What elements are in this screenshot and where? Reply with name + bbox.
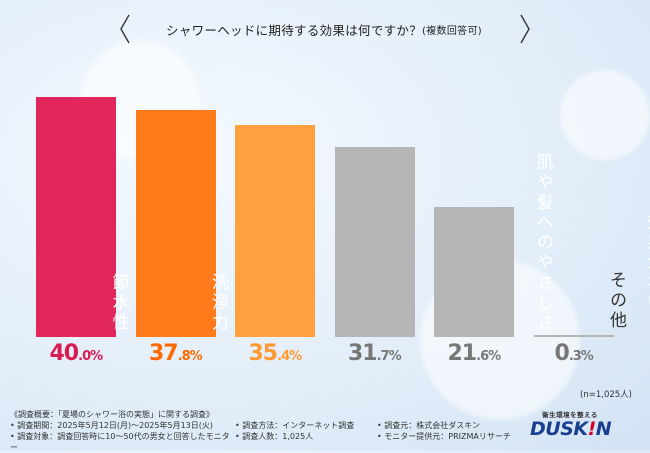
title-bracket-right: [520, 14, 530, 44]
value-label: 31.7%: [348, 341, 402, 366]
survey-period: • 調査期間：2025年5月12日(月)〜2025年5月13日(火): [10, 421, 214, 430]
bar-2: [135, 110, 216, 337]
sample-size-note: (n=1,025人): [580, 390, 632, 400]
survey-title: 《調査概要：「夏場のシャワー浴の実態」に関する調査》: [10, 410, 214, 419]
survey-target: • 調査対象：調査回答時に10〜50代の男女と回答したモニター: [10, 432, 230, 452]
value-label: 0.3%: [554, 341, 594, 366]
category-label: 肌や髪へのやさしさ: [533, 153, 553, 333]
chart-title-sub: (複数回答可): [422, 25, 482, 37]
value-label: 40.0%: [49, 341, 104, 366]
chart-title-main: シャワーヘッドに期待する効果は何ですか？: [166, 22, 423, 38]
value-label: 21.6%: [447, 341, 502, 366]
brand-tagline: 衛生環境を整える: [542, 411, 598, 419]
category-label: 特に期待する効果がない: [643, 213, 650, 313]
bar-4: [334, 146, 415, 337]
footer-row: • 調査対象：調査回答時に10〜50代の男女と回答したモニター • 調査人数：1…: [10, 431, 530, 453]
bar-6: [533, 335, 614, 337]
category-label: 洗浄力: [208, 273, 228, 333]
footer-row: • 調査期間：2025年5月12日(月)〜2025年5月13日(火) • 調査方…: [10, 420, 530, 431]
survey-footer: 《調査概要：「夏場のシャワー浴の実態」に関する調査》 • 調査期間：2025年5…: [10, 409, 530, 453]
survey-method: • 調査方法：インターネット調査: [235, 421, 355, 430]
survey-count: • 調査人数：1,025人: [235, 432, 314, 441]
category-label: その他: [606, 271, 626, 331]
bar-3: [235, 124, 315, 337]
duskin-logo: 衛生環境を整える DUSK!N: [530, 409, 612, 440]
title-bracket-left: [120, 14, 130, 44]
category-label: 節水性: [108, 273, 129, 333]
survey-source: • 調査元：株式会社ダスキン: [377, 421, 481, 430]
value-label: 37.8%: [149, 341, 203, 366]
bar-1: [36, 97, 116, 337]
bar-5: [434, 207, 514, 337]
brand-wordmark: DUSK!N: [530, 418, 612, 440]
value-label: 35.4%: [248, 341, 303, 366]
monitor-provider: • モニター提供元：PRIZMAリサーチ: [377, 432, 511, 441]
chart-title: シャワーヘッドに期待する効果は何ですか？ (複数回答可): [128, 14, 520, 44]
